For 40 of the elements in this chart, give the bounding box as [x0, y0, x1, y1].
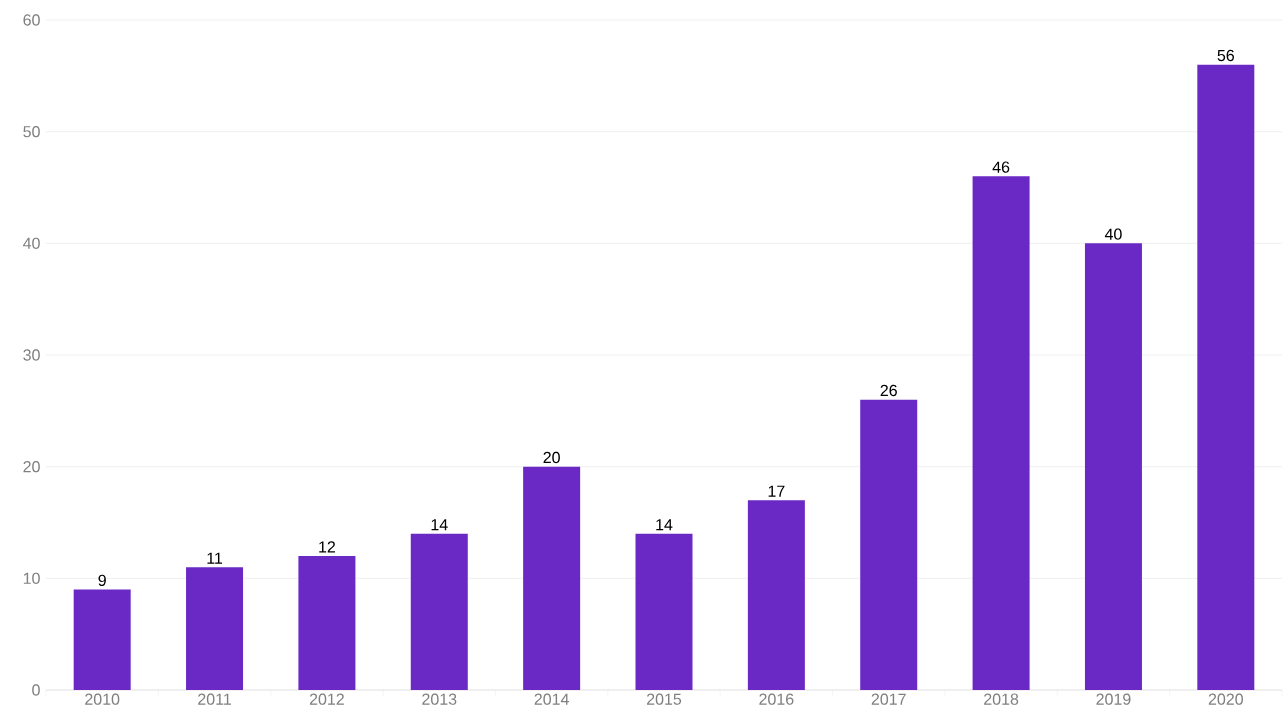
bar [860, 399, 918, 690]
x-tick-label: 2015 [647, 693, 682, 705]
x-tick-label: 2020 [1208, 693, 1243, 705]
y-tick-label: 10 [23, 572, 40, 584]
bar [410, 533, 468, 690]
data-label: 56 [1217, 49, 1234, 62]
data-label: 14 [431, 519, 448, 531]
x-tick-label: 2017 [871, 693, 906, 705]
bar [186, 567, 244, 690]
x-tick-label: 2018 [984, 693, 1019, 705]
data-label: 14 [656, 519, 673, 531]
y-tick-label: 20 [23, 461, 40, 473]
x-tick-label: 2011 [198, 693, 231, 705]
bar [747, 500, 805, 690]
data-label: 9 [98, 574, 106, 586]
data-label: 40 [1104, 228, 1122, 240]
data-label: 26 [880, 384, 897, 397]
bar [635, 533, 693, 690]
y-tick-label: 60 [23, 14, 40, 26]
bar [1197, 64, 1255, 690]
data-label: 46 [992, 161, 1010, 173]
bar [523, 466, 581, 690]
bar [1084, 243, 1142, 690]
x-tick-label: 2013 [422, 693, 457, 705]
x-tick-label: 2014 [534, 693, 569, 705]
bar [73, 589, 131, 690]
bar [972, 176, 1030, 690]
x-tick-label: 2016 [759, 693, 794, 705]
x-tick-label: 2019 [1096, 693, 1131, 705]
x-tick-label: 2012 [309, 693, 344, 705]
x-tick-label: 2010 [85, 693, 120, 705]
data-label: 11 [207, 552, 223, 564]
data-label: 17 [768, 485, 785, 497]
y-tick-label: 30 [23, 349, 40, 361]
y-tick-label: 40 [23, 237, 40, 249]
data-label: 20 [543, 451, 560, 464]
y-tick-label: 0 [32, 684, 40, 696]
y-tick-label: 50 [23, 126, 40, 138]
bar [298, 556, 356, 690]
data-label: 12 [319, 541, 335, 553]
